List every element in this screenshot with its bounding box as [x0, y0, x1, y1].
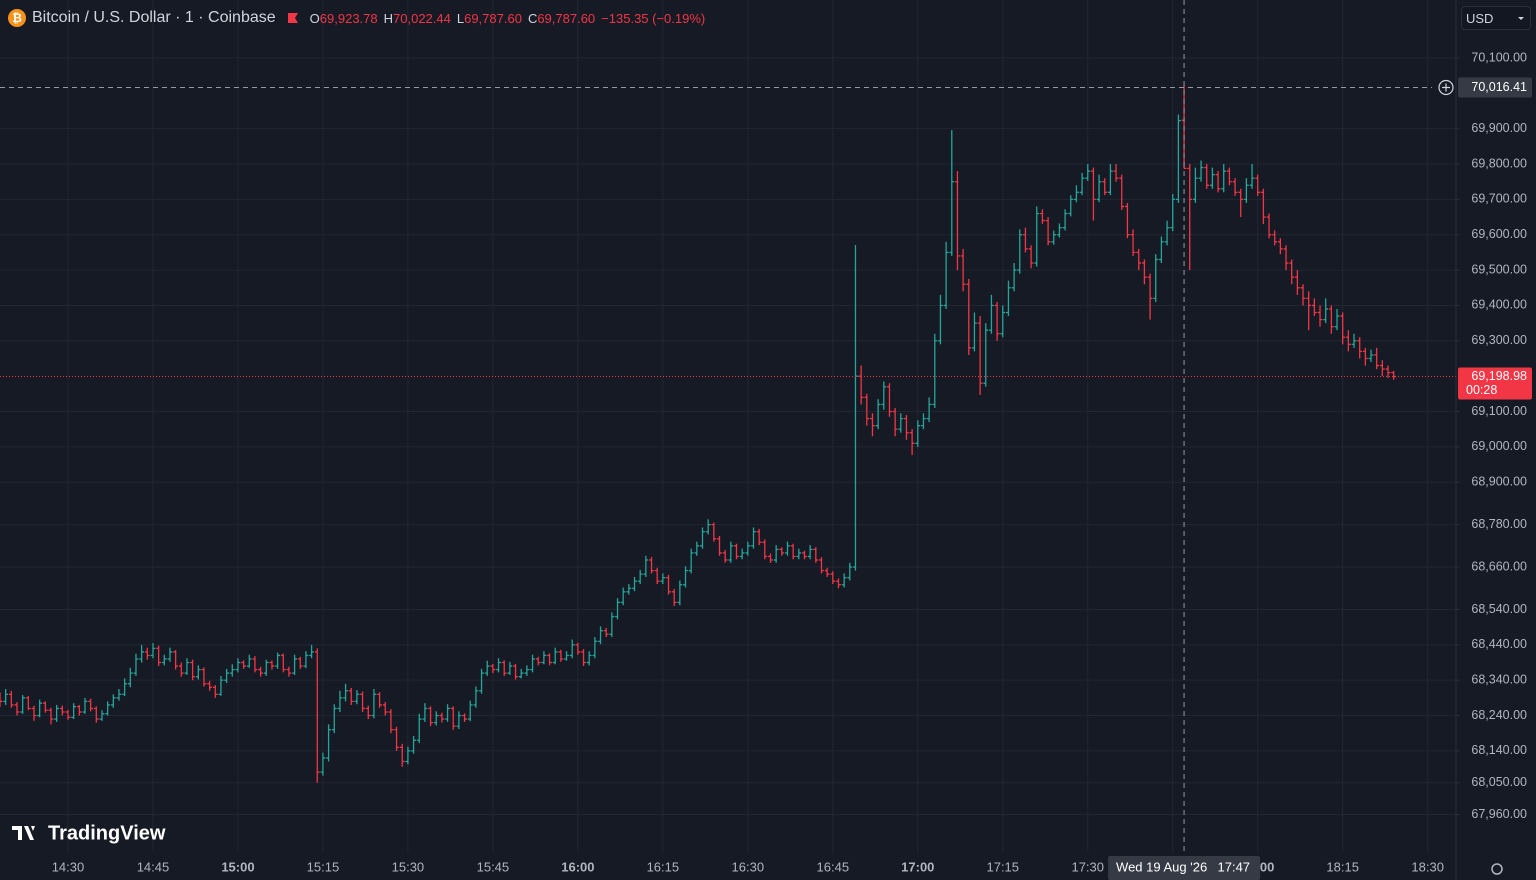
x-tick-label: 15:00 [221, 859, 254, 874]
y-tick-label: 69,700.00 [1471, 192, 1527, 206]
y-tick-label: 69,800.00 [1471, 156, 1527, 170]
crosshair-date: Wed 19 Aug '26 [1116, 859, 1207, 874]
close-value: 69,787.60 [537, 10, 596, 26]
y-tick-label: 68,340.00 [1471, 672, 1527, 686]
y-tick-label: 69,100.00 [1471, 404, 1527, 418]
x-tick-label: 14:30 [52, 859, 85, 874]
y-tick-label: 69,300.00 [1471, 333, 1527, 347]
close-key: C [527, 10, 538, 26]
y-tick-label: 68,140.00 [1471, 743, 1527, 757]
x-tick-label: 17:00 [901, 859, 934, 874]
crosshair-price-box [1458, 77, 1532, 98]
y-tick-label: 69,500.00 [1471, 262, 1527, 276]
svg-text:₿: ₿ [12, 11, 22, 25]
x-tick-label: 14:45 [137, 859, 170, 874]
countdown: 00:28 [1466, 383, 1497, 397]
add-alert-plus [1442, 83, 1450, 92]
y-tick-label: 69,400.00 [1471, 298, 1527, 312]
y-tick-label: 68,050.00 [1471, 775, 1527, 789]
y-tick-label: 68,440.00 [1471, 637, 1527, 651]
low-value: 69,787.60 [464, 10, 522, 26]
tradingview-logo: TradingView [12, 822, 166, 844]
y-tick-label: 70,100.00 [1471, 50, 1527, 64]
open-key: O [309, 10, 320, 26]
bitcoin-icon: ₿ [8, 9, 26, 27]
y-tick-label: 69,900.00 [1471, 121, 1527, 135]
y-tick-label: 68,900.00 [1471, 475, 1527, 489]
y-tick-label: 68,240.00 [1471, 708, 1527, 722]
x-tick-label: 18:15 [1326, 859, 1359, 874]
high-value: 70,022.44 [393, 10, 451, 26]
currency-select[interactable]: USD [1461, 6, 1531, 30]
x-tick-label: 17:15 [986, 859, 1019, 874]
symbol-legend: ₿ Bitcoin / U.S. Dollar · 1 · Coinbase O… [8, 7, 711, 29]
y-tick-label: 67,960.00 [1471, 807, 1527, 821]
symbol[interactable]: Bitcoin / U.S. Dollar · 1 · Coinbase [32, 9, 276, 26]
x-tick-label: 17:30 [1071, 859, 1104, 874]
crosshair-time-box [1108, 856, 1261, 880]
y-tick-label: 68,780.00 [1471, 517, 1527, 531]
crosshair-price-label: 70,016.41 [1471, 80, 1527, 94]
y-tick-label: 69,000.00 [1471, 439, 1527, 453]
crosshair-time: 17:47 [1218, 859, 1251, 874]
y-tick-label: 68,660.00 [1471, 559, 1527, 573]
low-key: L [456, 10, 465, 26]
logo-icon [12, 826, 35, 840]
flag-icon[interactable] [286, 11, 300, 25]
y-tick-label: 69,600.00 [1471, 227, 1527, 241]
x-tick-label: 18:30 [1411, 859, 1444, 874]
change: −135.35 (−0.19%) [601, 10, 706, 26]
brand: TradingView [48, 822, 166, 844]
x-tick-label: 16:30 [732, 859, 765, 874]
x-tick-label: 16:00 [561, 859, 594, 874]
add-alert-icon[interactable] [1438, 79, 1454, 96]
settings-icon[interactable] [1491, 863, 1503, 875]
y-tick-label: 68,540.00 [1471, 602, 1527, 616]
last-price-label: 69,198.98 [1471, 369, 1527, 383]
x-tick-label: 15:15 [307, 859, 340, 874]
settings-gear[interactable] [1491, 863, 1503, 875]
x-tick-label: 16:45 [817, 859, 850, 874]
open-value: 69,923.78 [319, 10, 378, 26]
high-key: H [383, 10, 394, 26]
x-tick-label: 16:15 [647, 859, 680, 874]
x-tick-label: 15:30 [392, 859, 425, 874]
last-price-box [1458, 367, 1532, 400]
x-tick-label: 15:45 [477, 859, 510, 874]
